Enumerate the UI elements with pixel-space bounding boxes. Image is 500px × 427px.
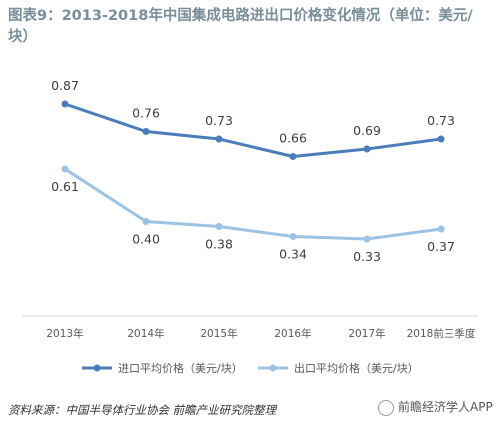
legend-marker: [93, 364, 101, 372]
data-point: [61, 100, 69, 108]
data-label: 0.34: [279, 247, 307, 262]
data-point: [363, 145, 371, 153]
legend-marker: [269, 364, 277, 372]
legend-label: 进口平均价格（美元/块）: [118, 361, 243, 375]
data-point: [142, 128, 150, 135]
data-label: 0.73: [427, 113, 455, 128]
wechat-icon: [378, 399, 394, 416]
watermark: 前瞻经济学人APP: [378, 398, 493, 416]
data-label: 0.61: [51, 179, 79, 194]
data-point: [142, 218, 150, 225]
x-tick-label: 2014年: [127, 327, 164, 340]
chart-title: 图表9：2013-2018年中国集成电路进出口价格变化情况（单位：美元/块）: [8, 8, 473, 45]
data-point: [215, 223, 223, 230]
x-tick-label: 2016年: [274, 327, 311, 340]
series-line-import: [64, 102, 442, 158]
data-label: 0.73: [205, 113, 233, 128]
data-label: 0.38: [205, 237, 233, 252]
data-point: [363, 235, 371, 243]
legend-label: 出口平均价格（美元/块）: [294, 361, 419, 375]
data-label: 0.87: [51, 78, 79, 93]
data-point: [215, 135, 223, 143]
x-tick-label: 2018前三季度: [407, 327, 476, 340]
x-tick-label: 2017年: [348, 327, 385, 340]
watermark-text: 前瞻经济学人APP: [398, 400, 493, 414]
x-tick-label: 2013年: [46, 327, 83, 340]
data-point: [61, 165, 69, 173]
data-label: 0.37: [427, 239, 455, 254]
data-label: 0.69: [353, 123, 381, 138]
data-label: 0.33: [353, 249, 381, 264]
data-label: 0.40: [132, 232, 160, 247]
data-label: 0.66: [279, 131, 307, 146]
series-line-export: [64, 167, 442, 241]
data-point: [289, 153, 297, 160]
data-label: 0.76: [132, 106, 160, 121]
source-note: 资料来源：中国半导体行业协会 前瞻产业研究院整理: [8, 403, 277, 417]
data-point: [289, 233, 297, 240]
x-tick-label: 2015年: [200, 327, 237, 340]
data-point: [437, 225, 445, 233]
data-point: [437, 135, 445, 143]
